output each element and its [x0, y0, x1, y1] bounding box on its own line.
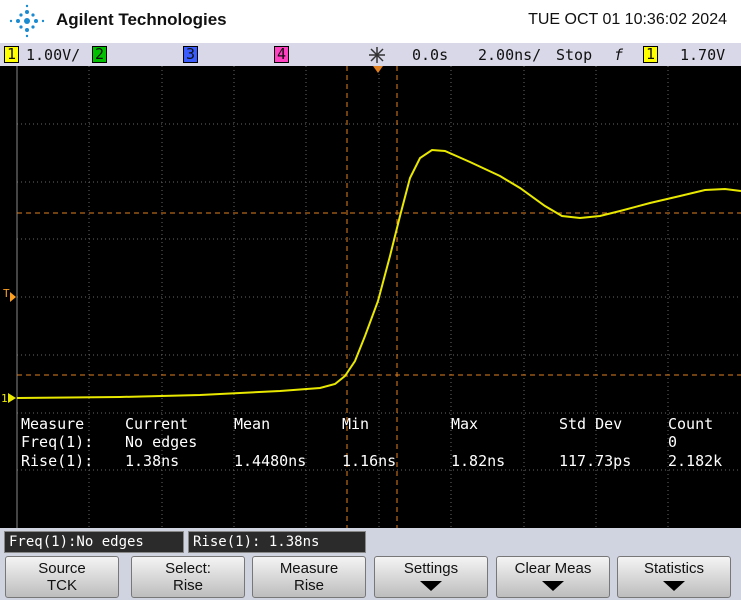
softkey[interactable]: Settings: [374, 556, 488, 598]
cell: 1.38ns: [125, 452, 179, 470]
cell: 1.4480ns: [234, 452, 306, 470]
cell: 1.16ns: [342, 452, 396, 470]
trigger-marker: T: [3, 287, 10, 300]
header-cell: Current: [125, 415, 188, 433]
row-label: Freq(1):: [21, 433, 93, 451]
channel-1-key[interactable]: 1: [4, 46, 20, 63]
trigger-channel: 1: [643, 46, 659, 63]
header-cell: Count: [668, 415, 713, 433]
run-state: Stop: [556, 46, 593, 64]
cell: 117.73ps: [559, 452, 631, 470]
down-arrow: [663, 581, 685, 591]
header-cell: Measure: [21, 415, 84, 433]
trigger-level: 1.70V: [680, 46, 726, 64]
down-arrow: [420, 581, 442, 591]
softkey-label: Source: [38, 560, 86, 577]
trigger-slope: f: [614, 46, 624, 64]
header: Agilent Technologies TUE OCT 01 10:36:02…: [0, 0, 741, 42]
status-line: Freq(1):No edges: [4, 531, 184, 553]
ground-marker: 1: [1, 392, 8, 405]
softkey-label: Settings: [403, 560, 459, 577]
channel-4-key[interactable]: 4: [274, 46, 290, 63]
softkey-label: Clear Meas: [514, 560, 592, 577]
header-cell: Max: [451, 415, 478, 433]
softkey-area: Freq(1):No edges Rise(1): 1.38ns Source T…: [0, 528, 741, 600]
softkey-value: TCK: [47, 577, 77, 594]
cell: No edges: [125, 433, 197, 451]
softkey-label: Measure: [279, 560, 339, 577]
cell: 2.182k: [668, 452, 722, 470]
softkey-value: Rise: [172, 577, 203, 594]
status-line: Rise(1): 1.38ns: [188, 531, 366, 553]
softkey[interactable]: Source TCK: [5, 556, 119, 598]
time-offset: 0.0s: [412, 46, 449, 64]
softkey-label: Select:: [165, 560, 211, 577]
header-cell: Min: [342, 415, 369, 433]
status-bar: 1 1.00V/ 2 3 4 0.0s 2.00ns/ Stop f 1 1.7…: [0, 43, 741, 66]
time-scale: 2.00ns/: [478, 46, 542, 64]
softkey[interactable]: Statistics: [617, 556, 731, 598]
scope-screen: T 1 Measure Current Mean Min Max Std Dev…: [0, 66, 741, 528]
row-label: Rise(1):: [21, 452, 93, 470]
trigger-icon: [369, 47, 385, 63]
header-cell: Std Dev: [559, 415, 622, 433]
softkey-label: Statistics: [643, 560, 704, 577]
down-arrow: [542, 581, 564, 591]
cell: 0: [668, 433, 677, 451]
softkey[interactable]: Measure Rise: [252, 556, 366, 598]
header-cell: Mean: [234, 415, 270, 433]
channel-2-key[interactable]: 2: [92, 46, 108, 63]
softkey-value: Rise: [293, 577, 324, 594]
channel-1-scale: 1.00V/: [26, 46, 81, 64]
logo: [9, 4, 45, 38]
measurement-table: Measure Current Mean Min Max Std Dev Cou…: [21, 415, 722, 470]
channel-3-key[interactable]: 3: [183, 46, 199, 63]
datetime: TUE OCT 01 10:36:02 2024: [528, 11, 727, 28]
softkey[interactable]: Clear Meas: [496, 556, 610, 598]
softkey[interactable]: Select: Rise: [131, 556, 245, 598]
brand: Agilent Technologies: [56, 10, 227, 29]
cell: 1.82ns: [451, 452, 505, 470]
